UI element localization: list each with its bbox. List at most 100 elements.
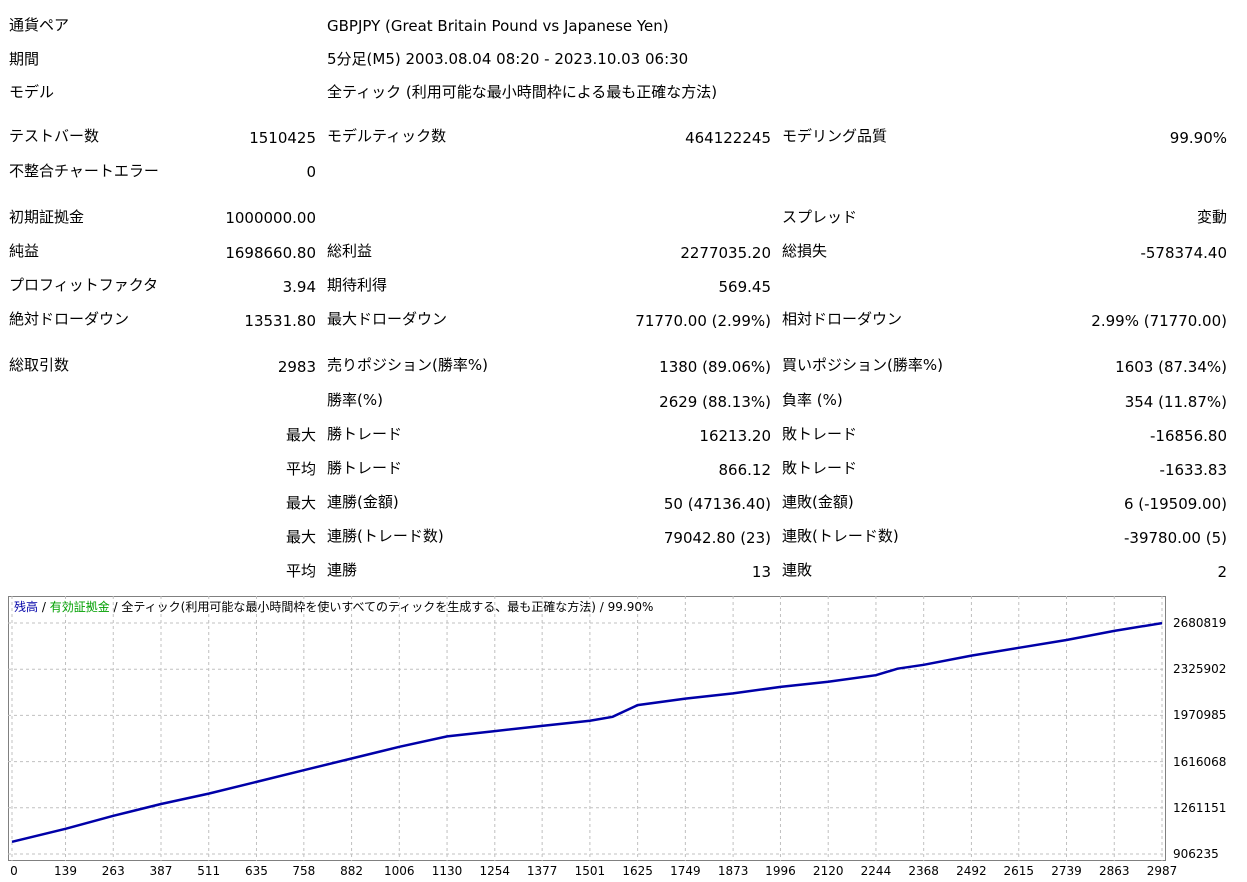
y-tick-label: 2325902 <box>1173 662 1227 677</box>
max-consecutive-wins-amount-value: 50 (47136.40) <box>663 495 771 513</box>
x-tick-label: 2120 <box>812 864 844 878</box>
average-win-label: 勝トレード <box>327 459 403 477</box>
average-loss-value: -1633.83 <box>1159 461 1227 479</box>
largest-prefix: 最大 <box>285 426 316 444</box>
period-label: 期間 <box>9 50 40 68</box>
chart-frame <box>8 596 1166 861</box>
expected-payoff-value: 569.45 <box>718 278 772 296</box>
average-win-value: 866.12 <box>718 461 772 479</box>
net-profit-value: 1698660.80 <box>225 244 316 262</box>
win-rate-label: 勝率(%) <box>327 391 383 409</box>
x-tick-label: 2368 <box>908 864 939 878</box>
x-tick-label: 2615 <box>1003 864 1035 878</box>
x-tick-label: 1254 <box>479 864 511 878</box>
y-tick-label: 2680819 <box>1173 616 1227 630</box>
relative-drawdown-value: 2.99% (71770.00) <box>1091 312 1227 330</box>
largest-win-value: 16213.20 <box>699 427 771 445</box>
x-tick-label: 1996 <box>765 864 796 878</box>
max-consecutive-losses-amount-label: 連敗(金額) <box>782 493 854 511</box>
legend-sep: / <box>38 600 50 614</box>
gross-loss-label: 総損失 <box>782 242 828 260</box>
net-profit-label: 純益 <box>9 242 40 260</box>
legend-quality: 99.90% <box>607 600 654 614</box>
quality-label: モデリング品質 <box>782 127 888 145</box>
max-consecutive-count-prefix: 最大 <box>285 528 316 546</box>
absolute-drawdown-label: 絶対ドローダウン <box>9 310 130 328</box>
total-trades-value: 2983 <box>277 358 316 376</box>
largest-win-label: 勝トレード <box>327 425 403 443</box>
legend-balance: 残高 <box>14 600 39 614</box>
max-consecutive-amount-prefix: 最大 <box>285 494 316 512</box>
absolute-drawdown-value: 13531.80 <box>244 312 316 330</box>
max-consecutive-wins-count-label: 連勝(トレード数) <box>327 527 444 545</box>
profit-factor-label: プロフィットファクタ <box>9 276 159 294</box>
symbol-value: GBPJPY (Great Britain Pound vs Japanese … <box>327 17 669 35</box>
x-tick-label: 2863 <box>1098 864 1130 878</box>
legend-sep: / <box>109 600 122 614</box>
x-tick-label: 2244 <box>860 864 892 878</box>
largest-loss-value: -16856.80 <box>1150 427 1227 445</box>
max-consecutive-losses-amount-value: 6 (-19509.00) <box>1123 495 1227 513</box>
x-tick-label: 758 <box>292 864 316 878</box>
x-tick-label: 2492 <box>956 864 987 878</box>
x-tick-label: 1006 <box>384 864 415 878</box>
x-tick-label: 263 <box>101 864 125 878</box>
bars-label: テストバー数 <box>9 127 100 145</box>
period-value: 5分足(M5) 2003.08.04 08:20 - 2023.10.03 06… <box>327 50 689 68</box>
x-tick-label: 2987 <box>1146 864 1178 878</box>
loss-rate-value: 354 (11.87%) <box>1124 393 1227 411</box>
chart-legend: 残高 / 有効証拠金 / 全ティック(利用可能な最小時間枠を使いすべてのティック… <box>14 599 653 615</box>
max-consecutive-wins-amount-label: 連勝(金額) <box>327 493 399 511</box>
ticks-label: モデルティック数 <box>327 127 447 145</box>
average-prefix: 平均 <box>285 460 316 478</box>
gross-loss-value: -578374.40 <box>1140 244 1227 262</box>
mismatch-value: 0 <box>306 163 316 181</box>
largest-loss-label: 敗トレード <box>782 425 858 443</box>
chart-plot <box>8 596 1166 861</box>
average-consecutive-wins-value: 13 <box>751 563 771 581</box>
deposit-label: 初期証拠金 <box>9 208 85 226</box>
x-tick-label: 1501 <box>574 864 606 878</box>
x-tick-label: 1130 <box>431 864 463 878</box>
legend-model: 全ティック(利用可能な最小時間枠を使いすべてのティックを生成する、最も正確な方法… <box>121 600 596 614</box>
x-tick-label: 2739 <box>1051 864 1082 878</box>
x-tick-label: 387 <box>149 864 173 878</box>
balance-line <box>11 621 1163 844</box>
profit-factor-value: 3.94 <box>282 278 316 296</box>
x-tick-label: 1377 <box>526 864 558 878</box>
balance-chart: 残高 / 有効証拠金 / 全ティック(利用可能な最小時間枠を使いすべてのティック… <box>8 596 1240 882</box>
x-tick-label: 0 <box>10 864 18 878</box>
average-consecutive-losses-value: 2 <box>1217 563 1227 581</box>
max-drawdown-label: 最大ドローダウン <box>327 310 448 328</box>
ticks-value: 464122245 <box>685 129 771 147</box>
y-tick-label: 1616068 <box>1173 754 1227 769</box>
x-tick-label: 1625 <box>622 864 653 878</box>
quality-value: 99.90% <box>1169 129 1227 147</box>
y-tick-label: 1261151 <box>1173 800 1227 815</box>
max-consecutive-losses-count-label: 連敗(トレード数) <box>782 527 899 545</box>
gross-profit-value: 2277035.20 <box>680 244 771 262</box>
max-consecutive-losses-count-value: -39780.00 (5) <box>1123 529 1227 547</box>
symbol-label: 通貨ペア <box>9 16 70 34</box>
average-loss-label: 敗トレード <box>782 459 858 477</box>
average-consecutive-wins-label: 連勝 <box>327 561 358 579</box>
deposit-value: 1000000.00 <box>225 209 316 227</box>
max-drawdown-value: 71770.00 (2.99%) <box>635 312 771 330</box>
x-tick-label: 139 <box>54 864 77 878</box>
y-tick-label: 1970985 <box>1173 708 1227 723</box>
x-tick-label: 1873 <box>717 864 749 878</box>
bars-value: 1510425 <box>249 129 316 147</box>
x-tick-label: 882 <box>340 864 364 878</box>
mismatch-label: 不整合チャートエラー <box>9 162 159 180</box>
relative-drawdown-label: 相対ドローダウン <box>782 310 903 328</box>
gross-profit-label: 総利益 <box>327 242 373 260</box>
legend-equity: 有効証拠金 <box>49 600 110 614</box>
expected-payoff-label: 期待利得 <box>327 276 388 294</box>
legend-sep: / <box>595 600 608 614</box>
x-tick-label: 511 <box>197 864 221 878</box>
max-consecutive-wins-count-value: 79042.80 (23) <box>663 529 771 547</box>
y-tick-label: 906235 <box>1173 847 1219 861</box>
win-rate-value: 2629 (88.13%) <box>659 393 771 411</box>
short-positions-value: 1380 (89.06%) <box>659 358 771 376</box>
spread-value: 変動 <box>1196 208 1227 226</box>
